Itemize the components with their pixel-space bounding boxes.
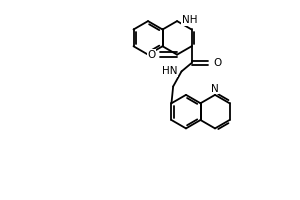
Text: O: O <box>213 58 221 68</box>
Text: NH: NH <box>182 15 197 25</box>
Text: HN: HN <box>162 66 178 76</box>
Text: O: O <box>147 50 155 60</box>
Text: N: N <box>211 84 219 94</box>
